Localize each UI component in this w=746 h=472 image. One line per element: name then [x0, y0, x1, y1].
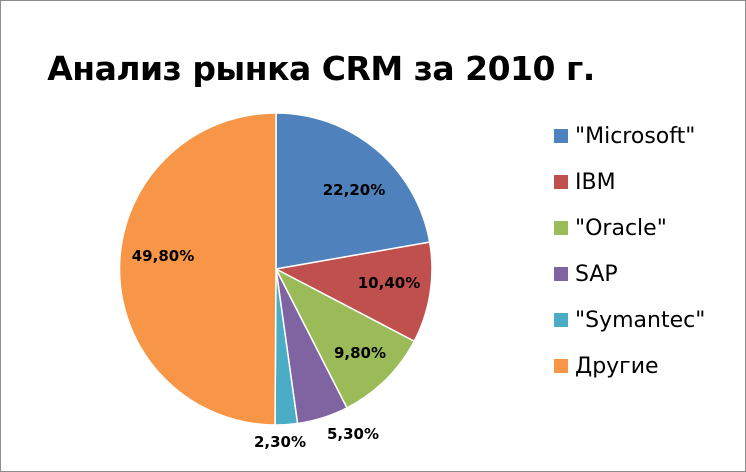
- slice-data-label: 9,80%: [334, 344, 386, 362]
- legend-swatch: [554, 359, 568, 373]
- legend-label: IBM: [575, 169, 616, 195]
- slice-data-label: 10,40%: [358, 274, 420, 292]
- chart-title: Анализ рынка CRM за 2010 г.: [47, 49, 595, 88]
- legend-swatch: [554, 221, 568, 235]
- legend-item-symantec: "Symantec": [554, 297, 705, 343]
- slice-data-label: 5,30%: [327, 425, 379, 443]
- pie-slice: [273, 241, 433, 343]
- legend-item-sap: SAP: [554, 251, 705, 297]
- pie-slice: [118, 112, 277, 426]
- legend-swatch: [554, 313, 568, 327]
- legend-swatch: [554, 267, 568, 281]
- legend: "Microsoft" IBM "Oracle" SAP "Symantec" …: [554, 113, 705, 389]
- pie-slice: [275, 112, 431, 270]
- slice-data-label: 49,80%: [132, 247, 194, 265]
- legend-label: "Microsoft": [575, 123, 696, 149]
- legend-swatch: [554, 129, 568, 143]
- legend-swatch: [554, 175, 568, 189]
- legend-item-microsoft: "Microsoft": [554, 113, 705, 159]
- legend-label: Другие: [575, 353, 659, 379]
- legend-label: "Symantec": [575, 307, 706, 333]
- legend-item-oracle: "Oracle": [554, 205, 705, 251]
- slice-data-label: 22,20%: [323, 181, 385, 199]
- slice-data-label: 2,30%: [254, 433, 306, 451]
- pie-slice: [274, 267, 416, 409]
- legend-item-other: Другие: [554, 343, 705, 389]
- legend-label: SAP: [575, 261, 618, 287]
- legend-label: "Oracle": [575, 215, 667, 241]
- legend-item-ibm: IBM: [554, 159, 705, 205]
